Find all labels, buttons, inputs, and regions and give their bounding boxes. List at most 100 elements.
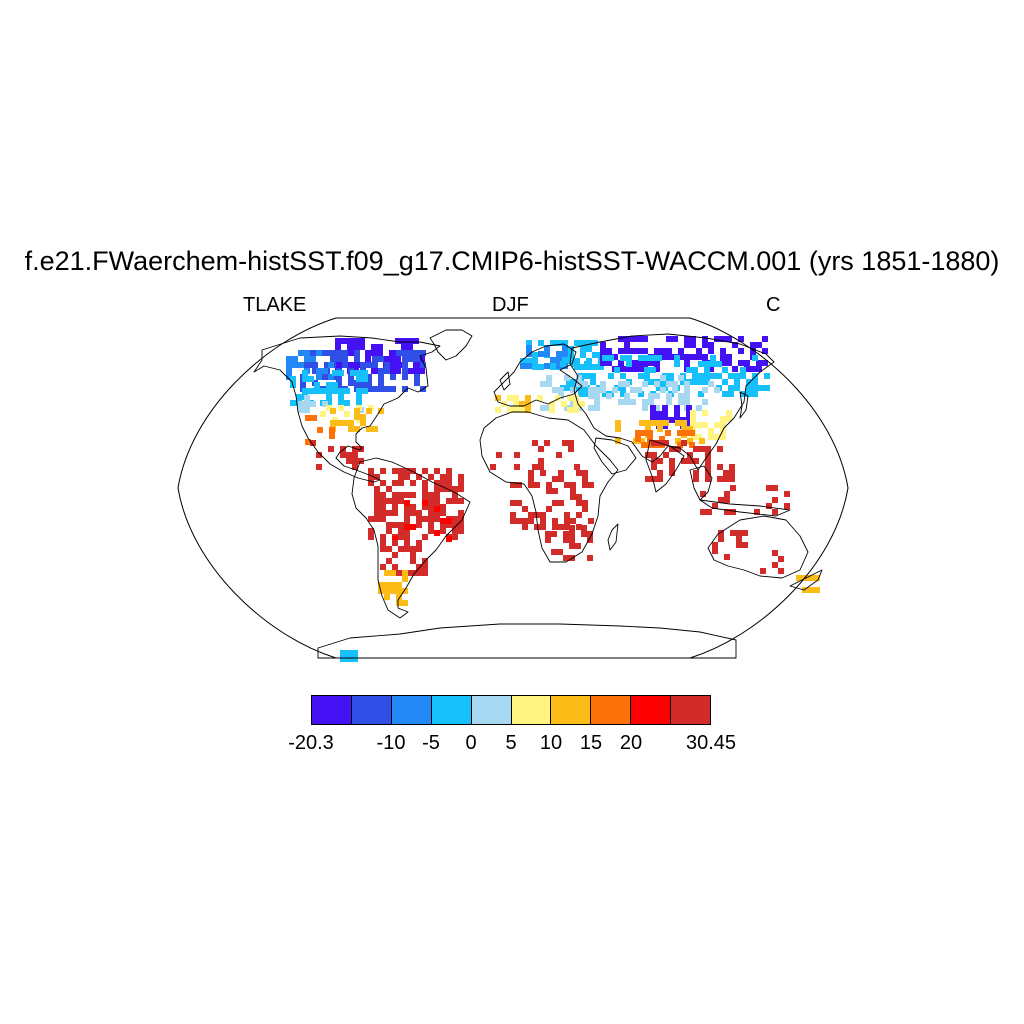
grid-cell [310,440,316,446]
grid-cell [564,375,570,381]
grid-cell [522,506,528,512]
grid-cell [706,509,712,515]
grid-cell [316,374,322,380]
grid-cell [672,387,678,393]
grid-cell [665,430,671,436]
grid-cell [772,485,778,491]
grid-cell [286,368,292,374]
grid-cell [570,488,576,494]
grid-cell [440,504,446,510]
grid-cell [699,446,705,452]
grid-cell [389,350,395,356]
units-label: C [766,294,781,316]
grid-cell [410,468,416,474]
grid-cell [648,393,654,399]
grid-cell [513,407,519,413]
grid-cell [384,570,390,576]
grid-cell [561,401,567,407]
grid-cell [540,518,546,524]
fill-region [380,540,428,576]
grid-cell [378,356,384,362]
grid-cell [366,374,372,380]
grid-cell [636,360,642,366]
grid-cell [742,542,748,548]
grid-cell [702,422,708,428]
grid-cell [374,504,380,510]
grid-cell [341,338,347,344]
grid-cell [602,355,608,361]
grid-cell [398,534,404,540]
fill-region [340,650,358,662]
grid-cell [760,568,766,574]
grid-cell [641,442,647,448]
grid-cell [540,381,546,387]
grid-cell [298,350,304,356]
grid-cell [620,391,626,397]
grid-cell [552,500,558,506]
grid-cell [532,352,538,358]
grid-cell [414,380,420,386]
grid-cell [458,480,464,486]
grid-cell [552,488,558,494]
grid-cell [380,534,386,540]
grid-cell [507,395,513,401]
grid-cell [612,354,618,360]
grid-cell [654,405,660,411]
grid-cell [690,422,696,428]
grid-cell [398,528,404,534]
grid-cell [638,391,644,397]
grid-cell [564,512,570,518]
grid-cell [716,361,722,367]
grid-cell [350,370,356,376]
colorbar-tick-label: 0 [465,732,477,754]
grid-cell [722,379,728,385]
grid-cell [644,355,650,361]
grid-cell [446,536,452,542]
grid-cell [574,340,580,346]
grid-cell [580,364,586,370]
grid-cell [683,430,689,436]
grid-cell [366,380,372,386]
grid-cell [762,360,768,366]
grid-cell [544,363,550,369]
grid-cell [538,364,544,370]
grid-cell [434,498,440,504]
grid-cell [684,336,690,342]
grid-cell [338,400,344,406]
grid-cell [582,381,588,387]
grid-cell [678,354,684,360]
grid-cell [624,399,630,405]
grid-cell [546,375,552,381]
grid-cell [356,394,362,400]
grid-cell [562,351,568,357]
grid-cell [704,373,710,379]
grid-cell [651,440,657,446]
grid-cell [740,373,746,379]
grid-cell [669,470,675,476]
grid-cell [452,522,458,528]
temperature-fill [286,336,820,662]
grid-cell [624,366,630,372]
grid-cell [641,430,647,436]
grid-cell [434,530,440,536]
grid-cell [728,391,734,397]
grid-cell [714,422,720,428]
grid-cell [573,401,579,407]
grid-cell [374,474,380,480]
grid-cell [662,411,668,417]
grid-cell [645,426,651,432]
grid-cell [371,368,377,374]
grid-cell [347,350,353,356]
grid-cell [312,368,318,374]
grid-cell [600,381,606,387]
grid-cell [710,373,716,379]
grid-cell [645,476,651,482]
grid-cell [720,336,726,342]
grid-cell [584,361,590,367]
grid-cell [544,345,550,351]
grid-cell [322,401,328,407]
variable-label: TLAKE [243,294,307,316]
grid-cell [292,356,298,362]
grid-cell [434,492,440,498]
grid-cell [558,476,564,482]
